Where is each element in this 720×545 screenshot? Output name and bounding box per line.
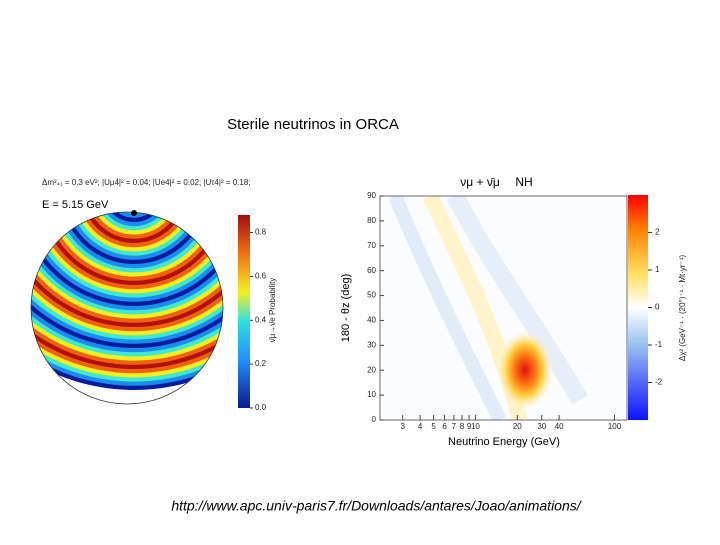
y-axis-label: 180 - θz (deg)	[340, 274, 352, 342]
colorbar	[628, 195, 648, 420]
heatmap	[380, 196, 627, 420]
colorbar-label: ν̄μ→ν̄e Probability	[268, 278, 277, 343]
x-tick-label: 3	[400, 422, 405, 431]
x-tick-label: 100	[608, 422, 622, 431]
plot-frame	[379, 195, 628, 421]
x-tick-label: 5	[431, 422, 436, 431]
y-tick-label: 60	[367, 266, 376, 275]
slide-title: Sterile neutrinos in ORCA	[227, 116, 399, 133]
y-tick-label: 80	[367, 216, 376, 225]
x-tick-label: 6	[442, 422, 447, 431]
colorbar-tick-label: -2	[655, 378, 663, 387]
y-tick-label: 90	[367, 191, 376, 200]
x-tick-label: 10	[471, 422, 480, 431]
y-tick-label: 70	[367, 241, 376, 250]
x-tick-label: 20	[513, 422, 522, 431]
colorbar-tick-label: -1	[655, 340, 663, 349]
energy-label: E = 5.15 GeV	[42, 199, 109, 211]
colorbar	[238, 215, 250, 408]
y-tick-label: 0	[372, 415, 377, 424]
hierarchy: NH	[515, 175, 532, 189]
tick-label: 0.4	[255, 315, 267, 324]
x-tick-label: 8	[460, 422, 465, 431]
tick-label: 0.8	[255, 228, 267, 237]
x-tick-label: 40	[555, 422, 564, 431]
parameters: Δm²₄₁ = 0.3 eV²; |Uμ4|² = 0.04; |Ue4|² =…	[42, 178, 251, 187]
disk-outline	[30, 211, 224, 405]
link[interactable]: http://www.apc.univ-paris7.fr/Downloads/…	[171, 498, 582, 514]
plot-title: νμ + ν̄μ	[460, 175, 500, 189]
colorbar-tick-label: 1	[655, 265, 660, 274]
tick-label: 0.0	[255, 403, 267, 412]
x-tick-label: 30	[537, 422, 546, 431]
y-tick-label: 50	[367, 291, 376, 300]
y-tick-label: 30	[367, 340, 376, 349]
tick-label: 0.6	[255, 272, 267, 281]
colorbar-tick-label: 2	[655, 228, 660, 237]
colorbar-label: Δχ² (GeV⁻¹ · (20°)⁻¹ · Mt·yr⁻¹)	[678, 255, 687, 362]
x-tick-label: 9	[467, 422, 472, 431]
x-tick-label: 4	[418, 422, 423, 431]
colorbar-tick-label: 0	[655, 303, 660, 312]
marker	[131, 210, 137, 216]
tick-label: 0.2	[255, 359, 267, 368]
x-axis-label: Neutrino Energy (GeV)	[448, 436, 560, 448]
y-tick-label: 10	[367, 390, 376, 399]
y-tick-label: 40	[367, 316, 376, 325]
y-tick-label: 20	[367, 365, 376, 374]
x-tick-label: 7	[452, 422, 457, 431]
